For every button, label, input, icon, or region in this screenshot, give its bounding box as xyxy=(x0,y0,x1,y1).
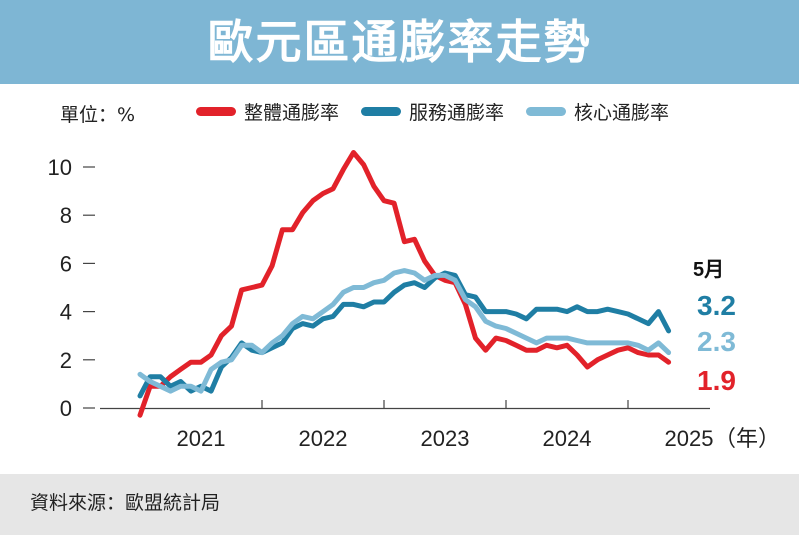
x-tick-label-2024: 2024 xyxy=(543,426,592,451)
latest-value-label-1: 2.3 xyxy=(697,326,736,357)
y-tick-label-2: 2 xyxy=(60,348,72,373)
legend-label-services: 服務通膨率 xyxy=(409,102,505,124)
title-bar xyxy=(0,0,799,84)
legend-label-headline: 整體通膨率 xyxy=(244,102,340,124)
chart-annotations: 5月 3.2 2.3 1.9 xyxy=(693,259,736,396)
source-note: 資料來源：歐盟統計局 xyxy=(30,492,221,514)
source-bar xyxy=(0,474,799,535)
y-tick-label-8: 8 xyxy=(60,203,72,228)
chart-title: 歐元區通膨率走勢 xyxy=(207,15,592,69)
latest-value-label-2: 1.9 xyxy=(697,365,736,396)
y-tick-label-6: 6 xyxy=(60,251,72,276)
x-tick-label-2025: 2025 xyxy=(665,426,714,451)
legend-item-services: 服務通膨率 xyxy=(361,98,504,125)
x-unit-label: （年） xyxy=(714,426,780,451)
legend-swatch-services xyxy=(361,107,402,116)
legend-swatch-headline xyxy=(196,107,236,116)
chart-lines xyxy=(137,150,672,418)
x-tick-label-2023: 2023 xyxy=(421,426,470,451)
x-tick-label-2022: 2022 xyxy=(299,426,348,451)
chart-axes: 0 2 4 6 8 10 2021 2022 2023 2024 2025 （年） xyxy=(48,155,781,451)
line-chart: 0 2 4 6 8 10 2021 2022 2023 2024 2025 （年） 5月 3.2 2.3 1… xyxy=(48,150,781,451)
legend: 整體通膨率 服務通膨率 核心通膨率 xyxy=(196,98,691,125)
y-tick-label-4: 4 xyxy=(60,300,72,325)
series-line-2 xyxy=(137,268,672,394)
unit-label: 單位：% xyxy=(60,104,136,126)
legend-item-headline: 整體通膨率 xyxy=(196,98,339,125)
latest-value-label-0: 3.2 xyxy=(697,290,736,321)
legend-label-core: 核心通膨率 xyxy=(574,102,670,124)
y-tick-label-10: 10 xyxy=(48,155,72,180)
legend-item-core: 核心通膨率 xyxy=(526,98,669,125)
x-tick-label-2021: 2021 xyxy=(177,426,226,451)
series-line-0 xyxy=(137,150,672,418)
latest-month-label: 5月 xyxy=(693,259,724,281)
legend-swatch-core xyxy=(526,107,567,116)
y-tick-label-0: 0 xyxy=(60,396,72,421)
